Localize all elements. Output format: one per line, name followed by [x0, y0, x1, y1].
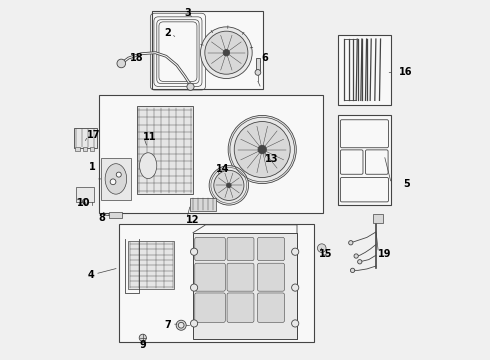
Circle shape	[82, 199, 88, 204]
Circle shape	[255, 69, 261, 75]
Bar	[76, 187, 95, 202]
Circle shape	[292, 320, 299, 327]
Circle shape	[191, 320, 197, 327]
Circle shape	[223, 49, 230, 56]
Text: 10: 10	[76, 198, 90, 208]
Text: 14: 14	[216, 164, 230, 174]
Text: 16: 16	[399, 67, 413, 77]
FancyBboxPatch shape	[195, 237, 225, 261]
Text: 3: 3	[184, 8, 191, 18]
Circle shape	[228, 116, 296, 184]
Circle shape	[191, 284, 197, 291]
Text: 19: 19	[378, 248, 391, 258]
Text: 15: 15	[318, 248, 332, 258]
Circle shape	[214, 170, 244, 201]
Circle shape	[205, 31, 248, 74]
Text: 5: 5	[403, 179, 410, 189]
FancyBboxPatch shape	[195, 263, 225, 291]
Bar	[373, 214, 383, 223]
Circle shape	[191, 248, 197, 255]
Circle shape	[116, 172, 122, 177]
Bar	[128, 241, 174, 289]
Circle shape	[110, 179, 116, 185]
Bar	[119, 224, 314, 342]
Text: 9: 9	[139, 340, 146, 350]
Bar	[82, 147, 87, 151]
Text: 1: 1	[90, 162, 96, 172]
Circle shape	[350, 268, 355, 273]
Circle shape	[292, 248, 299, 255]
FancyBboxPatch shape	[258, 263, 285, 291]
Bar	[137, 107, 193, 194]
Text: 7: 7	[165, 320, 172, 330]
Bar	[191, 198, 216, 211]
FancyBboxPatch shape	[258, 237, 285, 261]
Circle shape	[292, 284, 299, 291]
FancyBboxPatch shape	[258, 293, 285, 322]
Text: 17: 17	[87, 130, 101, 140]
Circle shape	[349, 240, 353, 245]
FancyBboxPatch shape	[227, 237, 254, 261]
Text: 13: 13	[265, 154, 278, 164]
Circle shape	[226, 183, 231, 188]
Circle shape	[200, 27, 252, 78]
Bar	[75, 147, 80, 151]
FancyBboxPatch shape	[227, 293, 254, 322]
Text: 6: 6	[261, 53, 268, 63]
Circle shape	[258, 145, 267, 154]
Text: 4: 4	[88, 270, 95, 280]
Circle shape	[234, 122, 290, 177]
Circle shape	[318, 244, 326, 252]
Bar	[193, 233, 297, 338]
Text: 11: 11	[143, 132, 156, 142]
Ellipse shape	[105, 164, 126, 194]
Circle shape	[209, 166, 248, 205]
Circle shape	[354, 254, 358, 258]
Bar	[338, 35, 392, 105]
FancyBboxPatch shape	[195, 293, 225, 322]
Bar	[109, 212, 122, 218]
Bar	[338, 116, 392, 205]
FancyBboxPatch shape	[227, 263, 254, 291]
Text: 18: 18	[129, 53, 143, 63]
Bar	[101, 158, 131, 200]
Text: 12: 12	[186, 215, 199, 225]
Bar	[98, 95, 323, 213]
Bar	[256, 58, 260, 69]
Circle shape	[176, 320, 186, 330]
Text: 8: 8	[98, 213, 105, 222]
Circle shape	[117, 59, 125, 68]
Ellipse shape	[140, 153, 157, 179]
Circle shape	[178, 322, 184, 328]
Text: 2: 2	[165, 28, 172, 38]
Circle shape	[187, 83, 194, 90]
Bar	[152, 12, 263, 89]
Circle shape	[139, 334, 147, 341]
Bar	[74, 128, 97, 148]
Circle shape	[358, 260, 362, 264]
Bar	[90, 147, 94, 151]
